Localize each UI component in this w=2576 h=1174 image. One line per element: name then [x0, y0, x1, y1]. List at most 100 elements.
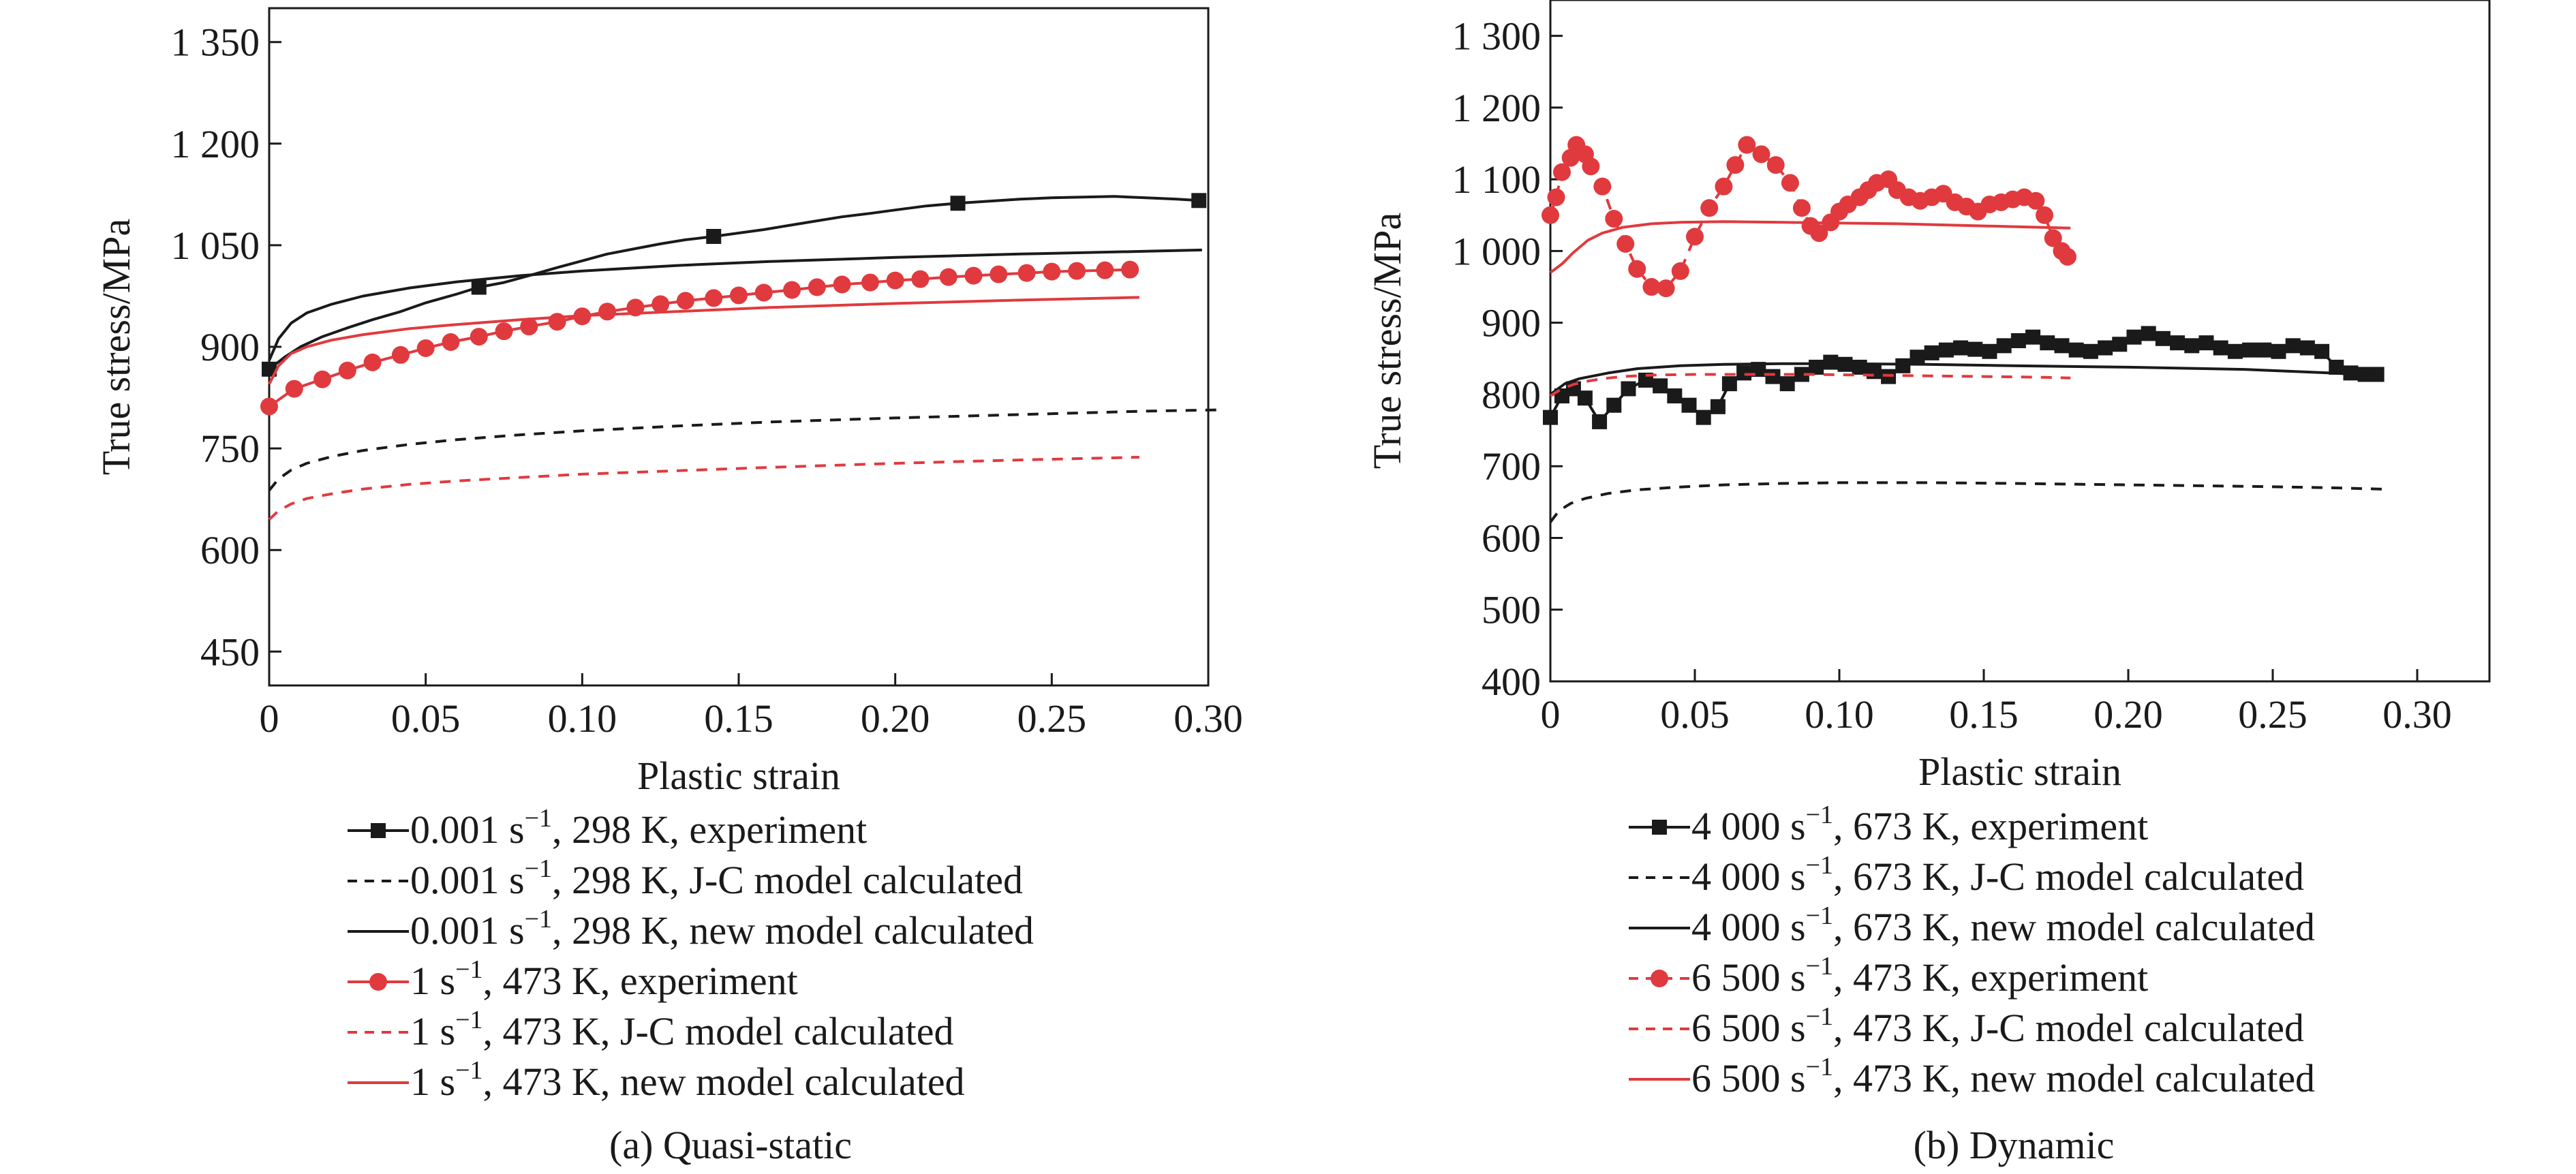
y-tick-label: 400	[1482, 660, 1541, 704]
x-tick-label: 0.25	[1017, 696, 1087, 741]
data-point-circle	[1715, 178, 1732, 196]
legend-rate-exponent: −1	[1806, 1002, 1833, 1031]
legend-rate: 1 s	[410, 1060, 455, 1104]
x-axis-label: Plastic strain	[1918, 750, 2121, 794]
legend-item: 4 000 s−1, 673 K, J-C model calculated	[1629, 851, 2304, 899]
data-point-square	[706, 229, 721, 244]
series-line	[1550, 145, 2068, 289]
data-point-square	[2242, 343, 2257, 358]
legend-rate-exponent: −1	[1806, 952, 1833, 980]
y-tick-label: 1 000	[1452, 229, 1542, 273]
data-point-square	[1823, 355, 1838, 370]
data-point-square	[2098, 341, 2113, 356]
data-point-circle	[1726, 156, 1744, 174]
series-line	[269, 196, 1199, 369]
y-axis-label: True stress/MPa	[1365, 213, 1409, 469]
data-point-circle	[598, 303, 616, 320]
legend-rest: , 673 K, J-C model calculated	[1833, 854, 2304, 899]
panel-b-dynamic: 0 0.05 0.10 0.15 0.20 0.25 0.30400500600700800…	[1365, 0, 2489, 1167]
data-point-square	[1578, 390, 1593, 405]
data-point-square	[1722, 376, 1737, 391]
legend-item: 1 s−1, 473 K, experiment	[348, 955, 798, 1003]
data-point-circle	[1605, 210, 1623, 228]
data-point-square	[951, 196, 966, 211]
legend-rate-exponent: −1	[1806, 1053, 1833, 1081]
data-point-circle	[339, 362, 356, 380]
legend-rate: 0.001 s	[410, 858, 525, 902]
legend-item: 0.001 s−1, 298 K, J-C model calculated	[348, 854, 1023, 902]
legend-rest: , 673 K, new model calculated	[1833, 905, 2315, 949]
legend-marker-square	[1652, 820, 1667, 835]
data-point-circle	[392, 346, 410, 364]
data-point-square	[1191, 193, 1206, 208]
panel-a-quasi-static: 0 0.05 0.10 0.15 0.20 0.25 0.30 450 600 750 900 1 0…	[94, 8, 1243, 1167]
data-point-square	[1682, 398, 1697, 413]
data-point-square	[1543, 410, 1558, 425]
data-point-square	[1621, 382, 1636, 397]
series-line	[269, 250, 1202, 360]
x-tick-label: 0	[1541, 692, 1561, 737]
legend-rate-exponent: −1	[455, 1056, 482, 1085]
data-point-circle	[2036, 206, 2053, 224]
legend-rest: , 298 K, new model calculated	[552, 908, 1034, 953]
data-point-circle	[1628, 260, 1646, 278]
data-point-circle	[755, 283, 773, 301]
legend-item: 4 000 s−1, 673 K, experiment	[1629, 801, 2148, 848]
legend-rate-exponent: −1	[1806, 801, 1833, 829]
x-tick-label: 0.30	[2382, 692, 2452, 737]
data-point-circle	[1542, 206, 1559, 224]
legend-rate: 1 s	[410, 1009, 455, 1053]
data-point-circle	[1672, 262, 1689, 280]
data-point-square	[2083, 344, 2098, 359]
series-line	[1550, 482, 2382, 522]
data-point-circle	[677, 292, 694, 309]
data-point-circle	[1657, 279, 1675, 297]
x-tick-label: 0.20	[2094, 692, 2163, 737]
legend-label: 1 s−1, 473 K, experiment	[410, 955, 798, 1003]
series-5	[269, 297, 1139, 384]
data-point-circle	[1547, 188, 1565, 206]
data-point-square	[2054, 338, 2069, 353]
data-point-square	[1592, 414, 1607, 429]
x-tick-label: 0.10	[1805, 692, 1874, 737]
legend-item: 6 500 s−1, 473 K, new model calculated	[1629, 1053, 2315, 1100]
y-tick-label: 750	[200, 427, 260, 471]
data-point-circle	[470, 328, 488, 345]
data-point-square	[1910, 350, 1925, 365]
legend-label: 0.001 s−1, 298 K, new model calculated	[410, 905, 1034, 953]
x-tick-label: 0	[260, 696, 279, 741]
data-point-square	[2213, 341, 2228, 356]
legend-item: 0.001 s−1, 298 K, new model calculated	[348, 905, 1034, 953]
data-point-circle	[730, 286, 748, 304]
legend-rate: 0.001 s	[410, 807, 525, 852]
data-point-circle	[1043, 263, 1060, 281]
y-tick-label: 900	[1482, 301, 1541, 345]
y-tick-label: 600	[200, 528, 260, 572]
data-point-circle	[1582, 157, 1599, 175]
data-point-square	[1925, 345, 1939, 360]
data-point-square	[1939, 343, 1954, 358]
y-tick-label: 900	[200, 325, 260, 369]
legend-item: 6 500 s−1, 473 K, J-C model calculated	[1629, 1002, 2304, 1050]
data-point-circle	[1593, 178, 1611, 196]
data-point-circle	[1753, 145, 1770, 163]
y-tick-label: 1 200	[1452, 86, 1542, 130]
data-point-circle	[1068, 262, 1086, 280]
data-point-square	[2040, 335, 2055, 350]
series-line	[269, 410, 1224, 490]
data-point-square	[1953, 341, 1968, 356]
series-line	[269, 457, 1139, 520]
data-point-square	[2228, 344, 2243, 359]
series-1	[1550, 482, 2382, 522]
legend-rest: , 298 K, J-C model calculated	[552, 858, 1023, 902]
legend-label: 1 s−1, 473 K, J-C model calculated	[410, 1006, 954, 1053]
legend-rest: , 473 K, J-C model calculated	[1833, 1006, 2304, 1050]
legend-item: 6 500 s−1, 473 K, experiment	[1629, 952, 2148, 1000]
data-point-square	[1653, 378, 1668, 393]
data-point-circle	[651, 295, 669, 313]
plot-frame	[269, 8, 1208, 685]
data-point-circle	[1793, 199, 1811, 217]
legend-rest: , 473 K, new model calculated	[483, 1060, 965, 1104]
legend-rest: , 473 K, experiment	[483, 959, 798, 1003]
y-tick-label: 600	[1482, 516, 1541, 560]
